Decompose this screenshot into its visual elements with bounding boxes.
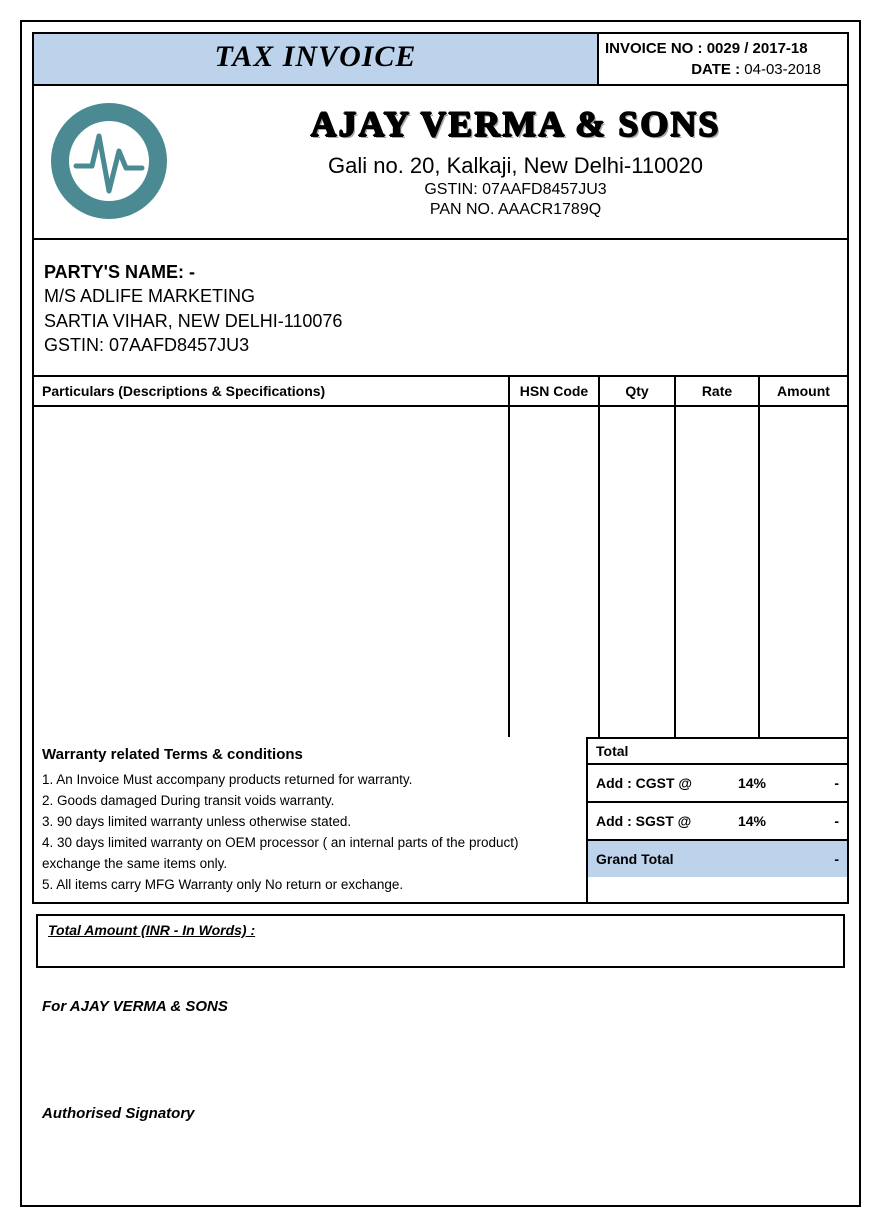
invoice-meta: INVOICE NO : 0029 / 2017-18 DATE : 04-03… — [597, 34, 847, 84]
header-row: TAX INVOICE INVOICE NO : 0029 / 2017-18 … — [34, 34, 847, 86]
cgst-label: Add : CGST @ — [596, 775, 706, 791]
col-particulars: Particulars (Descriptions & Specificatio… — [34, 377, 510, 405]
terms-block: Warranty related Terms & conditions 1. A… — [34, 737, 586, 902]
activity-logo-icon — [44, 96, 174, 226]
totals-block: Total Add : CGST @ 14% - Add : SGST @ 14… — [586, 737, 847, 902]
grand-value: - — [766, 851, 839, 867]
sgst-rate: 14% — [706, 813, 766, 829]
company-address: Gali no. 20, Kalkaji, New Delhi-110020 — [194, 153, 837, 179]
items-table-header: Particulars (Descriptions & Specificatio… — [34, 377, 847, 407]
sgst-label: Add : SGST @ — [596, 813, 706, 829]
row-cgst: Add : CGST @ 14% - — [588, 763, 847, 801]
terms-item: 5. All items carry MFG Warranty only No … — [42, 875, 578, 896]
doc-title: TAX INVOICE — [34, 34, 597, 84]
cell-qty — [600, 407, 676, 737]
company-name: AJAY VERMA & SONS — [194, 103, 837, 145]
company-gstin: 07AAFD8457JU3 — [482, 181, 607, 198]
party-gstin: 07AAFD8457JU3 — [109, 335, 249, 355]
grand-label: Grand Total — [596, 851, 706, 867]
for-company: AJAY VERMA & SONS — [70, 998, 228, 1015]
invoice-no-label: INVOICE NO : — [605, 40, 703, 57]
party-name: M/S ADLIFE MARKETING — [44, 284, 837, 308]
terms-item: 3. 90 days limited warranty unless other… — [42, 812, 578, 833]
cgst-rate: 14% — [706, 775, 766, 791]
amount-words-box: Total Amount (INR - In Words) : — [36, 914, 845, 968]
date-label: DATE : — [691, 61, 740, 78]
party-gstin-label: GSTIN: — [44, 335, 104, 355]
invoice-no-value: 0029 / 2017-18 — [707, 40, 808, 57]
date-value: 04-03-2018 — [744, 61, 821, 78]
company-pan: AAACR1789Q — [498, 201, 601, 218]
row-total: Total — [588, 737, 847, 763]
terms-item: 2. Goods damaged During transit voids wa… — [42, 791, 578, 812]
invoice-box: TAX INVOICE INVOICE NO : 0029 / 2017-18 … — [32, 32, 849, 904]
amount-words-label: Total Amount (INR - In Words) : — [48, 922, 255, 938]
col-rate: Rate — [676, 377, 760, 405]
company-pan-label: PAN NO. — [430, 201, 495, 218]
cell-particulars — [34, 407, 510, 737]
terms-item: 4. 30 days limited warranty on OEM proce… — [42, 833, 578, 875]
items-table-body — [34, 407, 847, 737]
total-label: Total — [596, 743, 706, 759]
company-logo — [44, 96, 194, 226]
company-details: AJAY VERMA & SONS Gali no. 20, Kalkaji, … — [194, 103, 837, 219]
party-block: PARTY'S NAME: - M/S ADLIFE MARKETING SAR… — [34, 240, 847, 377]
row-sgst: Add : SGST @ 14% - — [588, 801, 847, 839]
party-address: SARTIA VIHAR, NEW DELHI-110076 — [44, 309, 837, 333]
terms-title: Warranty related Terms & conditions — [42, 743, 578, 766]
cell-amount — [760, 407, 847, 737]
cell-hsn — [510, 407, 600, 737]
cgst-value: - — [766, 775, 839, 791]
for-label: For — [42, 998, 66, 1015]
totals-area: Warranty related Terms & conditions 1. A… — [34, 737, 847, 902]
col-amount: Amount — [760, 377, 847, 405]
terms-item: 1. An Invoice Must accompany products re… — [42, 770, 578, 791]
row-grand-total: Grand Total - — [588, 839, 847, 877]
company-gstin-label: GSTIN: — [424, 181, 477, 198]
invoice-page: TAX INVOICE INVOICE NO : 0029 / 2017-18 … — [20, 20, 861, 1207]
signature-block: For AJAY VERMA & SONS Authorised Signato… — [42, 998, 839, 1122]
cell-rate — [676, 407, 760, 737]
sgst-value: - — [766, 813, 839, 829]
party-label: PARTY'S NAME: - — [44, 260, 837, 284]
col-qty: Qty — [600, 377, 676, 405]
auth-signatory: Authorised Signatory — [42, 1105, 839, 1122]
col-hsn: HSN Code — [510, 377, 600, 405]
company-header: AJAY VERMA & SONS Gali no. 20, Kalkaji, … — [34, 86, 847, 240]
total-value — [766, 743, 839, 759]
